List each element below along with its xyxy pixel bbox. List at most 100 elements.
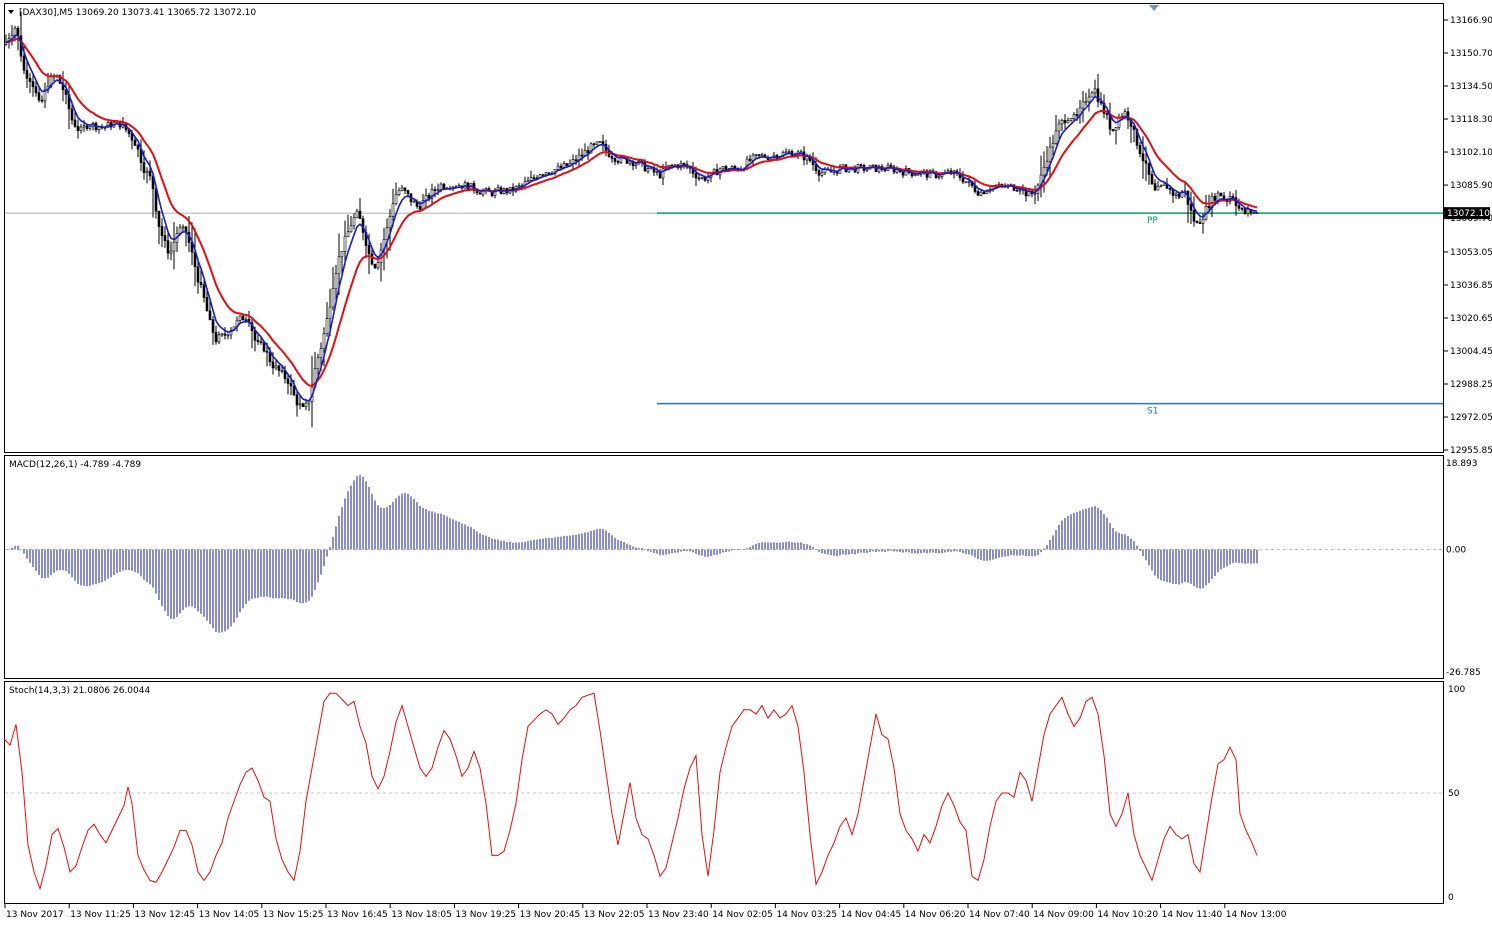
candle-body bbox=[40, 99, 44, 102]
time-tick-label: 13 Nov 23:40 bbox=[648, 910, 709, 920]
candle-body bbox=[787, 151, 791, 153]
price-tick-label: 13085.90 bbox=[1450, 181, 1492, 191]
candle-body bbox=[913, 174, 917, 177]
candle-body bbox=[433, 189, 437, 191]
candle-body bbox=[31, 81, 35, 88]
candle-body bbox=[1201, 218, 1205, 224]
candle-body bbox=[43, 89, 47, 102]
price-pane bbox=[4, 3, 1444, 453]
candle-body bbox=[616, 161, 620, 163]
candle-body bbox=[226, 334, 230, 337]
time-tick-label: 14 Nov 11:40 bbox=[1162, 910, 1223, 920]
candle-body bbox=[1171, 189, 1175, 196]
candle-body bbox=[1087, 96, 1091, 103]
time-tick-label: 13 Nov 11:25 bbox=[70, 910, 131, 920]
candle-body bbox=[655, 170, 659, 173]
candle-body bbox=[1156, 186, 1160, 191]
candle-body bbox=[1192, 210, 1196, 222]
candle-body bbox=[172, 241, 176, 252]
candle-body bbox=[556, 165, 560, 170]
candle-body bbox=[1246, 209, 1250, 214]
candle-body bbox=[340, 251, 344, 258]
candle-body bbox=[967, 181, 971, 183]
time-tick-label: 14 Nov 02:05 bbox=[712, 910, 773, 920]
stoch-line bbox=[3, 692, 1258, 891]
candle-body bbox=[1069, 118, 1073, 121]
candle-body bbox=[331, 288, 335, 308]
time-tick-label: 13 Nov 15:25 bbox=[263, 910, 324, 920]
time-tick-label: 13 Nov 22:05 bbox=[584, 910, 645, 920]
candle-body bbox=[64, 89, 68, 95]
candle-body bbox=[262, 342, 266, 352]
candle-body bbox=[1105, 113, 1109, 116]
current-price-badge bbox=[1444, 207, 1490, 220]
candle-body bbox=[436, 189, 440, 191]
candle-body bbox=[256, 339, 260, 342]
candle-body bbox=[412, 201, 416, 203]
candle-body bbox=[589, 143, 593, 154]
candle-body bbox=[397, 189, 401, 195]
candle-body bbox=[76, 126, 80, 131]
price-tick-label: 13118.30 bbox=[1450, 115, 1492, 125]
candle-body bbox=[223, 333, 227, 336]
candle-body bbox=[1063, 120, 1067, 124]
candle-body bbox=[1252, 212, 1256, 214]
pivot-label-s1: S1 bbox=[1147, 407, 1158, 417]
time-tick-label: 14 Nov 09:00 bbox=[1033, 910, 1094, 920]
candle-body bbox=[1075, 114, 1079, 116]
candle-body bbox=[865, 168, 869, 171]
macd-axis: 18.893 0.00 -26.785 bbox=[5, 459, 1481, 678]
candle-body bbox=[871, 164, 875, 167]
candle-body bbox=[58, 75, 62, 84]
candle-body bbox=[493, 189, 497, 196]
candle-body bbox=[322, 333, 326, 350]
candle-body bbox=[937, 176, 941, 178]
candle-body bbox=[301, 403, 305, 408]
candle-body bbox=[418, 205, 422, 210]
candle-body bbox=[1207, 206, 1211, 209]
candle-body bbox=[388, 216, 392, 228]
candle-body bbox=[163, 235, 167, 241]
candle-body bbox=[28, 77, 32, 82]
candle-body bbox=[1096, 88, 1100, 103]
price-tick-label: 13166.90 bbox=[1450, 16, 1492, 26]
price-tick-label: 13134.50 bbox=[1450, 82, 1492, 92]
candle-body bbox=[244, 318, 248, 321]
candle-body bbox=[541, 174, 545, 177]
candle-body bbox=[1198, 222, 1202, 224]
candle-body bbox=[1054, 130, 1058, 144]
stoch-tick-label: 50 bbox=[1448, 789, 1460, 799]
candle-body bbox=[703, 177, 707, 181]
candle-body bbox=[1072, 114, 1076, 119]
macd-tick-label: 0.00 bbox=[1446, 545, 1466, 555]
candle-body bbox=[1162, 183, 1166, 186]
candle-body bbox=[274, 365, 278, 369]
candle-body bbox=[346, 231, 350, 237]
macd-pane bbox=[4, 455, 1444, 679]
time-tick-label: 14 Nov 07:40 bbox=[969, 910, 1030, 920]
candle-body bbox=[580, 154, 584, 157]
candle-body bbox=[292, 385, 296, 396]
stoch-header: Stoch(14,3,3) 21.0806 26.0044 bbox=[9, 686, 150, 696]
candle-body bbox=[394, 194, 398, 205]
price-tick-label: 13053.05 bbox=[1450, 248, 1492, 258]
dropdown-triangle-icon[interactable] bbox=[8, 10, 14, 14]
candle-body bbox=[325, 318, 329, 334]
chart-shift-marker-icon[interactable] bbox=[1149, 5, 1159, 11]
candle-body bbox=[208, 310, 212, 320]
candle-body bbox=[1045, 161, 1049, 168]
candle-body bbox=[160, 226, 164, 236]
candle-body bbox=[169, 250, 173, 254]
candle-body bbox=[385, 227, 389, 240]
candle-body bbox=[877, 166, 881, 173]
candle-body bbox=[757, 154, 761, 156]
candle-body bbox=[259, 341, 263, 343]
candle-body bbox=[634, 163, 638, 166]
candle-body bbox=[253, 330, 257, 341]
candle-body bbox=[202, 284, 206, 298]
candle-body bbox=[976, 191, 980, 196]
candle-body bbox=[760, 154, 764, 157]
candle-body bbox=[565, 163, 569, 167]
candle-body bbox=[343, 236, 347, 252]
candle-body bbox=[271, 361, 275, 369]
